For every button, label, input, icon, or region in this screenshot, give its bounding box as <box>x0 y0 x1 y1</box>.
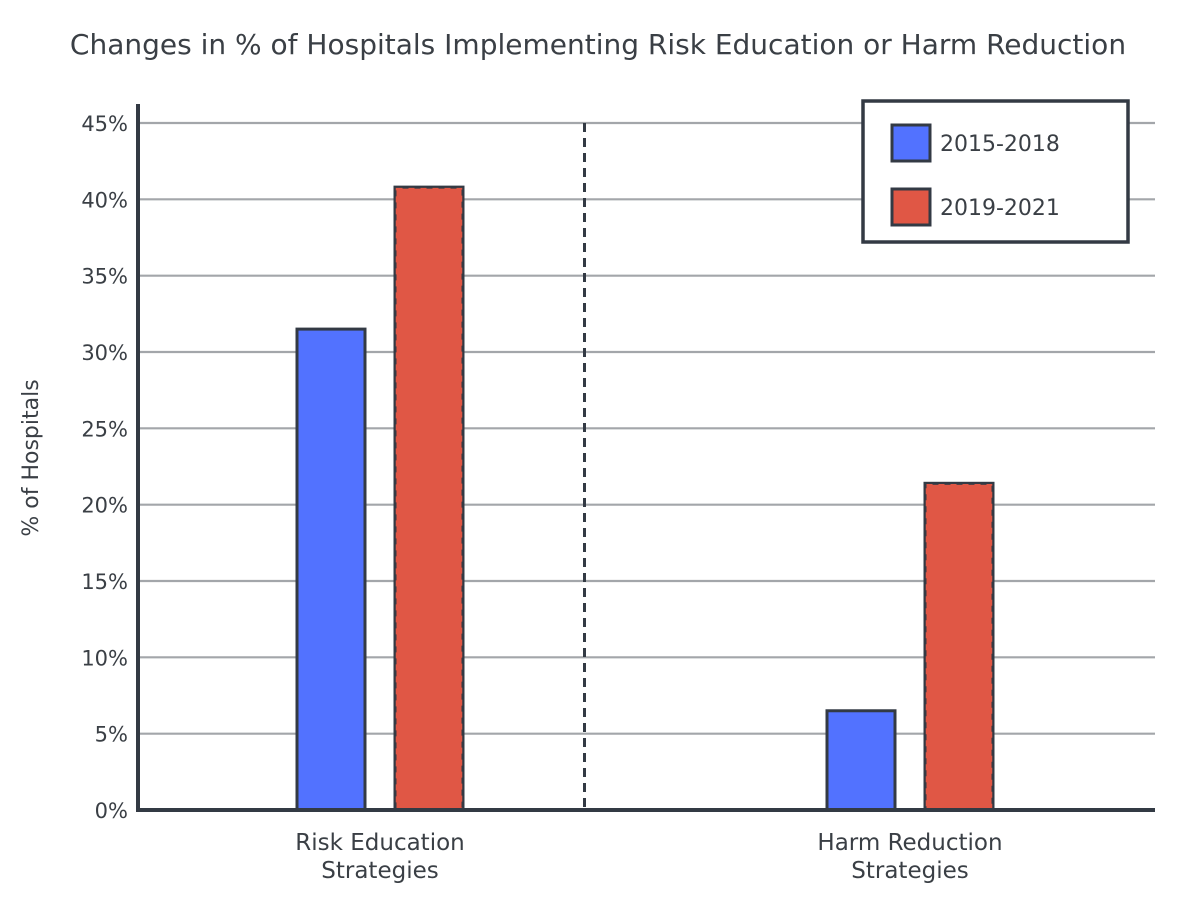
legend-swatch <box>890 123 932 163</box>
bar-2015-2018-1 <box>825 709 897 812</box>
bar-2019-2021-1 <box>923 481 995 812</box>
chart-title: Changes in % of Hospitals Implementing R… <box>70 28 1126 61</box>
legend-label: 2019-2021 <box>940 196 1060 221</box>
y-tick-label: 0% <box>95 799 128 823</box>
legend: 2015-2018 2019-2021 <box>861 99 1130 244</box>
y-axis-title: % of Hospitals <box>19 379 44 536</box>
y-tick-label: 20% <box>81 494 128 518</box>
legend-swatch <box>890 187 932 227</box>
axes <box>136 104 1155 812</box>
y-tick-label: 5% <box>95 723 128 747</box>
bar-dash-overlay <box>395 187 463 810</box>
y-tick-label: 30% <box>81 341 128 365</box>
y-tick-label: 45% <box>81 112 128 136</box>
y-tick-label: 40% <box>81 188 128 212</box>
x-axis-category-labels: Risk Education Strategies Harm Reduction St… <box>295 830 1002 884</box>
bars <box>295 185 995 812</box>
y-tick-label: 15% <box>81 570 128 594</box>
x-category-label: Harm Reduction Strategies <box>817 830 1002 884</box>
y-tick-label: 10% <box>81 646 128 670</box>
x-category-label: Risk Education Strategies <box>295 830 465 884</box>
y-tick-label: 25% <box>81 417 128 441</box>
bar-2015-2018-0 <box>295 327 367 812</box>
bar-2019-2021-0 <box>393 185 465 812</box>
y-tick-label: 35% <box>81 265 128 289</box>
y-axis-tick-labels: 0% 5% 10% 15% 20% 25% 30% 35% 40% 45% <box>81 112 128 823</box>
legend-label: 2015-2018 <box>940 132 1060 157</box>
